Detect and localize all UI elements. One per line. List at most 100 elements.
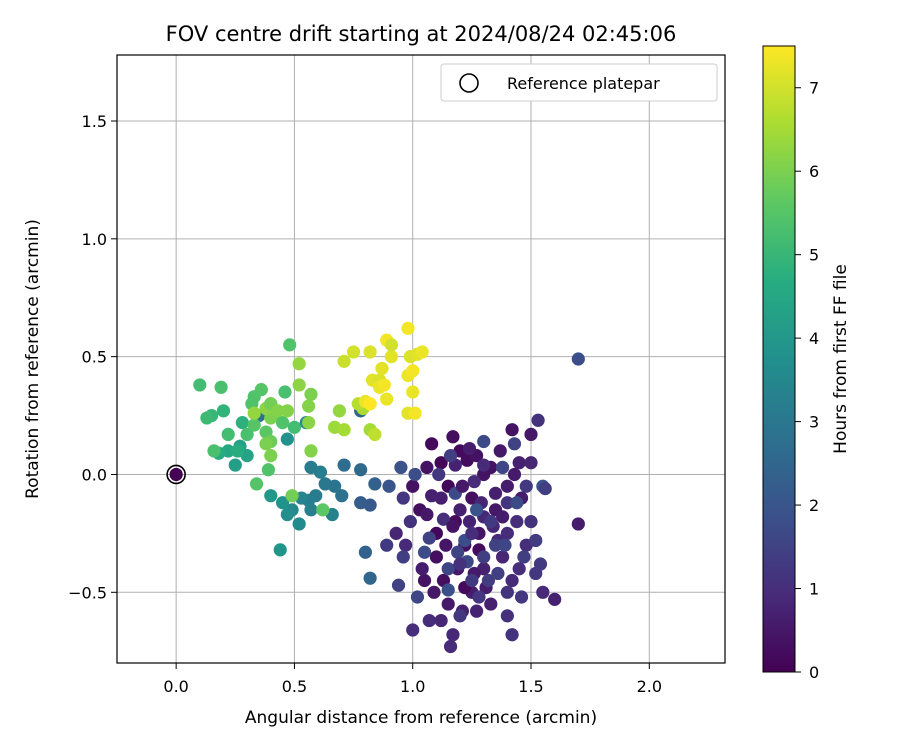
data-point: [477, 458, 491, 472]
data-point: [406, 623, 420, 637]
data-points: [169, 321, 585, 654]
data-point: [200, 411, 214, 425]
data-point: [335, 489, 349, 503]
data-point: [304, 503, 318, 517]
data-point: [429, 550, 443, 564]
data-point: [280, 404, 294, 418]
colorbar-tick-label: 3: [809, 413, 819, 432]
data-point: [415, 345, 429, 359]
data-point: [193, 378, 207, 392]
data-point: [465, 573, 479, 588]
data-point: [247, 418, 261, 432]
colorbar-label: Hours from first FF file: [831, 264, 851, 454]
data-point: [434, 456, 448, 470]
data-point: [446, 519, 460, 533]
data-point: [408, 406, 422, 420]
data-point: [425, 489, 439, 503]
chart-title: FOV centre drift starting at 2024/08/24 …: [166, 22, 677, 46]
data-point: [396, 491, 410, 505]
data-point: [524, 427, 538, 442]
data-point: [354, 463, 368, 477]
data-point: [462, 515, 477, 529]
data-point: [451, 545, 465, 559]
data-point: [533, 557, 548, 571]
colorbar-tick-label: 7: [809, 79, 819, 98]
data-point: [247, 406, 261, 420]
data-point: [512, 456, 526, 470]
data-point: [271, 404, 285, 418]
data-point: [453, 609, 467, 623]
data-point: [377, 378, 391, 392]
data-point: [304, 387, 318, 401]
data-point: [249, 477, 264, 491]
data-point: [337, 423, 351, 437]
colorbar-tick-label: 5: [809, 246, 819, 265]
data-point: [384, 350, 399, 364]
data-point: [283, 338, 297, 352]
data-point: [425, 437, 439, 451]
data-point: [505, 573, 519, 588]
data-point: [443, 639, 458, 654]
data-point: [391, 578, 406, 592]
legend-label: Reference platepar: [507, 74, 660, 93]
data-point: [380, 392, 394, 406]
data-point: [384, 338, 399, 352]
data-point: [432, 467, 446, 482]
data-point: [500, 479, 514, 493]
x-tick-label: 0.5: [282, 677, 307, 696]
data-point: [214, 380, 228, 394]
data-point: [529, 533, 543, 548]
data-point: [422, 613, 436, 628]
data-point: [500, 496, 514, 510]
data-point: [406, 364, 420, 378]
data-point: [420, 507, 434, 522]
y-tick-label: 1.0: [82, 230, 107, 249]
data-point: [292, 357, 306, 371]
y-axis-label: Rotation from reference (arcmin): [23, 219, 43, 499]
data-point: [332, 404, 346, 418]
colorbar-tick-label: 0: [809, 663, 819, 682]
data-point: [472, 590, 486, 604]
data-point: [536, 585, 550, 599]
data-point: [496, 460, 510, 475]
data-point: [507, 437, 522, 451]
data-point: [304, 444, 318, 458]
data-point: [512, 562, 526, 576]
data-point: [455, 479, 470, 493]
data-point: [254, 383, 268, 397]
data-point: [439, 538, 453, 552]
data-point: [446, 430, 460, 444]
data-point: [417, 573, 432, 588]
data-point: [363, 345, 377, 359]
data-point: [469, 503, 484, 517]
data-point: [488, 486, 503, 500]
data-point: [484, 515, 498, 529]
x-tick-label: 0.0: [163, 677, 188, 696]
colorbar-tick-label: 1: [809, 580, 819, 599]
data-point: [207, 444, 221, 458]
data-point: [484, 597, 498, 611]
data-point: [505, 423, 519, 437]
x-axis-label: Angular distance from reference (arcmin): [245, 708, 597, 728]
data-point: [410, 590, 425, 604]
data-point: [531, 413, 545, 427]
data-point: [368, 427, 382, 442]
data-point: [302, 399, 316, 413]
data-point: [278, 385, 292, 399]
data-point: [285, 489, 299, 503]
data-point: [519, 479, 533, 493]
data-point: [240, 427, 254, 442]
data-point: [514, 590, 529, 604]
data-point: [375, 361, 389, 376]
data-point: [221, 427, 235, 442]
data-point: [363, 571, 377, 585]
y-tick-label: −0.5: [68, 583, 107, 602]
data-point: [510, 496, 524, 510]
data-point: [488, 538, 503, 552]
reference-platepar-marker: [166, 464, 186, 485]
data-point: [368, 477, 382, 491]
data-point: [477, 434, 491, 449]
data-point: [500, 585, 514, 599]
